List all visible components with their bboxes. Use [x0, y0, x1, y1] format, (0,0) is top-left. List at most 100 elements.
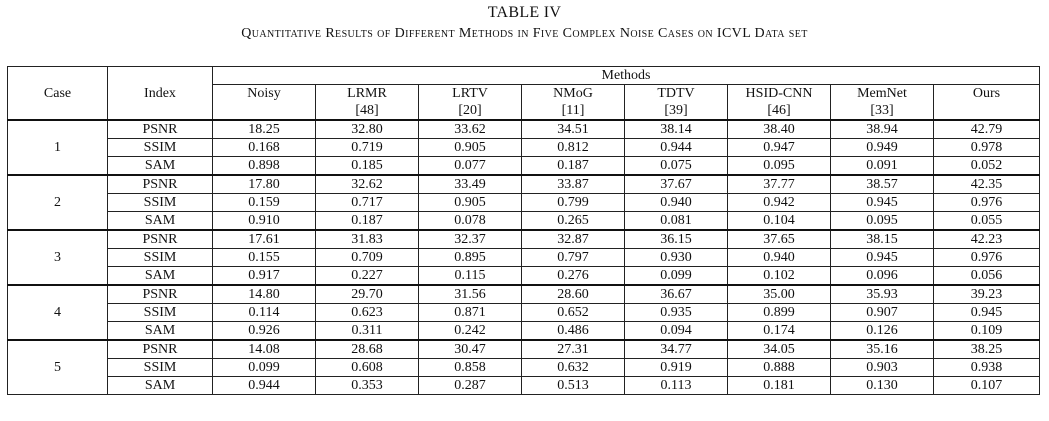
value-cell: 0.895: [418, 248, 522, 267]
value-cell: 0.632: [521, 358, 625, 377]
case-number: 2: [7, 174, 108, 231]
value-cell: 0.858: [418, 358, 522, 377]
value-cell: 0.942: [727, 193, 831, 212]
method-ref: [46]: [767, 103, 791, 118]
value-cell: 0.903: [830, 358, 934, 377]
value-cell: 38.40: [727, 119, 831, 139]
value-cell: 14.80: [212, 284, 316, 304]
value-cell: 35.16: [830, 339, 934, 359]
header-row-method-names: Noisy LRMR [48] LRTV [20] NMoG [11] TDTV [39] HSI…: [8, 84, 1040, 121]
value-cell: 0.899: [727, 303, 831, 322]
value-cell: 0.287: [418, 376, 522, 395]
table-row: 5 PSNR 14.08 28.68 30.47 27.31 34.77 34.05 35.16…: [7, 339, 1040, 395]
method-name: LRMR: [347, 86, 387, 101]
index-cell: PSNR: [107, 284, 213, 304]
value-cell: 32.62: [315, 174, 419, 194]
value-cell: 37.67: [624, 174, 728, 194]
value-cell: 0.055: [933, 211, 1040, 231]
method-name: Noisy: [247, 86, 281, 101]
value-cell: 38.57: [830, 174, 934, 194]
value-cell: 36.15: [624, 229, 728, 249]
value-cell: 0.919: [624, 358, 728, 377]
case-number: 4: [7, 284, 108, 341]
value-cell: 0.095: [727, 156, 831, 176]
method-ref: [39]: [664, 103, 688, 118]
value-cell: 18.25: [212, 119, 316, 139]
method-ref: [33]: [870, 103, 894, 118]
index-cell: PSNR: [107, 229, 213, 249]
value-cell: 0.935: [624, 303, 728, 322]
value-cell: 0.099: [624, 266, 728, 286]
index-cell: SAM: [107, 156, 213, 176]
index-cell: PSNR: [107, 119, 213, 139]
method-header-nmog: NMoG [11]: [521, 84, 625, 121]
value-cell: 28.68: [315, 339, 419, 359]
method-header-lrtv: LRTV [20]: [418, 84, 522, 121]
method-ref: [48]: [355, 103, 379, 118]
method-ref: [20]: [458, 103, 482, 118]
index-cell: SSIM: [107, 193, 213, 212]
value-cell: 0.107: [933, 376, 1040, 395]
value-cell: 0.155: [212, 248, 316, 267]
method-header-tdtv: TDTV [39]: [624, 84, 728, 121]
value-cell: 35.00: [727, 284, 831, 304]
table-row: 4 PSNR 14.80 29.70 31.56 28.60 36.67 35.00 35.93…: [7, 284, 1040, 341]
value-cell: 0.945: [933, 303, 1040, 322]
value-cell: 0.056: [933, 266, 1040, 286]
index-cell: PSNR: [107, 339, 213, 359]
value-cell: 0.947: [727, 138, 831, 157]
value-cell: 38.15: [830, 229, 934, 249]
value-cell: 27.31: [521, 339, 625, 359]
method-header-memnet: MemNet [33]: [830, 84, 934, 121]
method-header-noisy: Noisy: [212, 84, 316, 121]
table-row: SAM 0.898 0.185 0.077 0.187 0.075 0.095 0.091 0.…: [8, 156, 1040, 176]
method-name: HSID-CNN: [745, 86, 813, 101]
value-cell: 38.25: [933, 339, 1040, 359]
value-cell: 0.185: [315, 156, 419, 176]
value-cell: 0.940: [624, 193, 728, 212]
value-cell: 0.081: [624, 211, 728, 231]
method-name: TDTV: [657, 86, 695, 101]
value-cell: 32.87: [521, 229, 625, 249]
value-cell: 0.944: [624, 138, 728, 157]
table-row: SSIM 0.168 0.719 0.905 0.812 0.944 0.947 0.949 0…: [8, 138, 1040, 157]
value-cell: 0.077: [418, 156, 522, 176]
method-header-lrmr: LRMR [48]: [315, 84, 419, 121]
value-cell: 0.052: [933, 156, 1040, 176]
value-cell: 0.623: [315, 303, 419, 322]
value-cell: 0.109: [933, 321, 1040, 341]
value-cell: 0.276: [521, 266, 625, 286]
method-ref: [11]: [561, 103, 585, 118]
value-cell: 0.938: [933, 358, 1040, 377]
value-cell: 0.652: [521, 303, 625, 322]
value-cell: 0.976: [933, 193, 1040, 212]
value-cell: 0.096: [830, 266, 934, 286]
value-cell: 0.486: [521, 321, 625, 341]
value-cell: 33.87: [521, 174, 625, 194]
value-cell: 38.14: [624, 119, 728, 139]
methods-header: Methods: [212, 66, 1040, 85]
table-row: SAM 0.917 0.227 0.115 0.276 0.099 0.102 0.096 0.…: [8, 266, 1040, 286]
value-cell: 42.23: [933, 229, 1040, 249]
value-cell: 33.62: [418, 119, 522, 139]
value-cell: 0.717: [315, 193, 419, 212]
value-cell: 0.115: [418, 266, 522, 286]
table-row: 1 PSNR 18.25 32.80 33.62 34.51 38.14 38.40 38.94…: [7, 119, 1040, 176]
table-row: SSIM 0.159 0.717 0.905 0.799 0.940 0.942 0.945 0…: [8, 193, 1040, 212]
value-cell: 0.099: [212, 358, 316, 377]
value-cell: 0.905: [418, 193, 522, 212]
table-row: SSIM 0.155 0.709 0.895 0.797 0.930 0.940 0.945 0…: [8, 248, 1040, 267]
index-cell: SAM: [107, 321, 213, 341]
value-cell: 0.898: [212, 156, 316, 176]
value-cell: 0.797: [521, 248, 625, 267]
value-cell: 0.078: [418, 211, 522, 231]
value-cell: 0.949: [830, 138, 934, 157]
value-cell: 0.944: [212, 376, 316, 395]
value-cell: 28.60: [521, 284, 625, 304]
method-name: LRTV: [452, 86, 488, 101]
value-cell: 30.47: [418, 339, 522, 359]
table-header: Case Index Methods Noisy LRMR [48] LRTV [20]…: [7, 66, 1040, 121]
method-name: MemNet: [857, 86, 907, 101]
value-cell: 0.104: [727, 211, 831, 231]
value-cell: 0.888: [727, 358, 831, 377]
